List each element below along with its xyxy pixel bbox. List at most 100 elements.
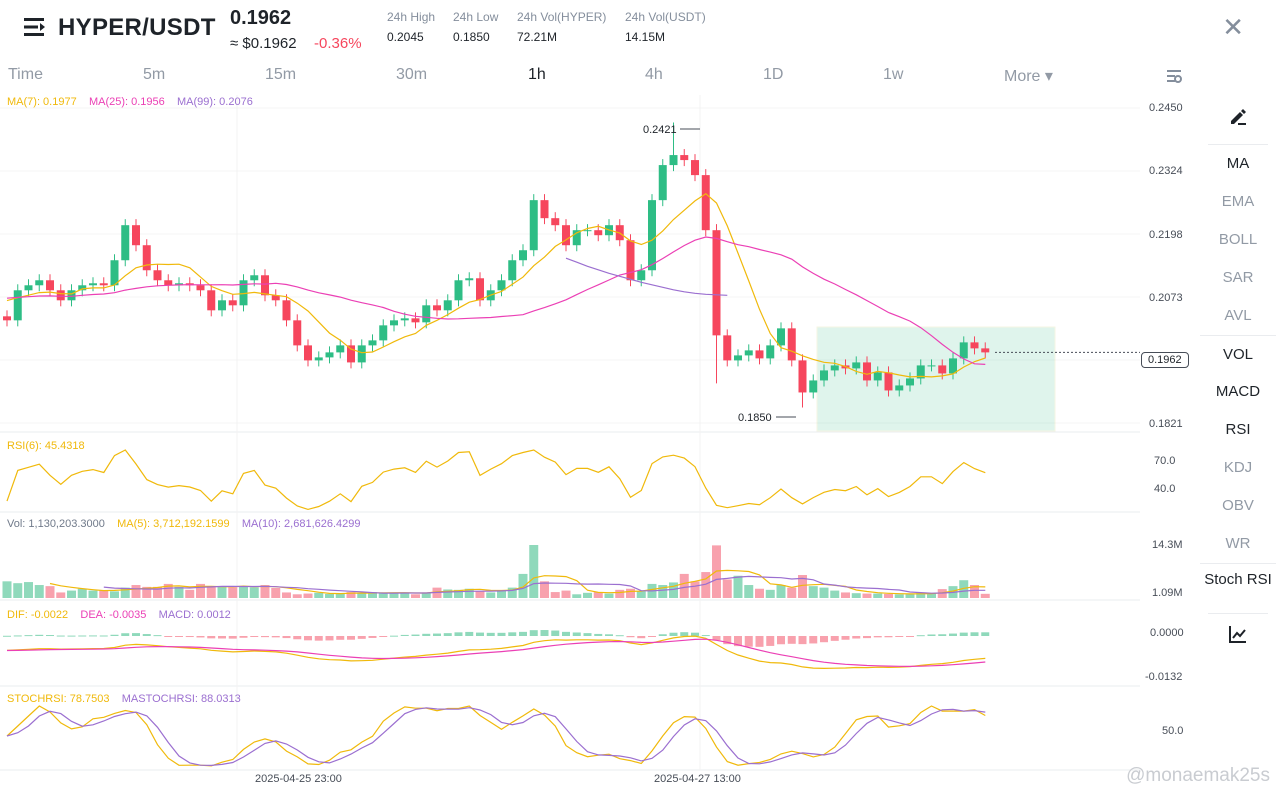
close-icon[interactable]: ✕ <box>1222 12 1244 42</box>
macd-bar <box>648 636 656 637</box>
macd-bar <box>701 635 710 637</box>
candle <box>723 335 732 361</box>
indicator-chart-icon[interactable] <box>1200 614 1276 666</box>
volume-bar <box>13 583 23 598</box>
macd-bar <box>615 635 624 637</box>
tab-4h[interactable]: 4h <box>645 66 663 83</box>
indicator-ema[interactable]: EMA <box>1221 193 1255 210</box>
volume-bar <box>550 592 560 598</box>
stat-value: 72.21M <box>517 30 558 44</box>
volume-bar <box>808 586 818 598</box>
rsi-legend: RSI(6): 45.4318 <box>7 440 85 452</box>
axis-label: 0.1821 <box>1149 418 1183 430</box>
ma25-legend: MA(25): 0.1956 <box>88 96 165 108</box>
candle <box>250 275 259 281</box>
axis-label: 0.2324 <box>1149 165 1183 177</box>
tab-30m[interactable]: 30m <box>396 66 428 83</box>
indicator-stoch-rsi[interactable]: Stoch RSI <box>1200 563 1276 613</box>
indicator-macd[interactable]: MACD <box>1215 383 1261 400</box>
indicator-avl[interactable]: AVL <box>1224 307 1252 324</box>
candle <box>508 260 517 281</box>
tab-time[interactable]: Time <box>8 66 43 83</box>
tab-5m[interactable]: 5m <box>143 66 166 83</box>
candle <box>712 230 721 336</box>
candle <box>336 345 345 353</box>
kline-chart[interactable]: 0.2421 0.1850 <box>0 88 1140 773</box>
volume-bar <box>120 587 130 598</box>
indicator-boll[interactable]: BOLL <box>1218 231 1258 248</box>
macd-legend: DIF: -0.0022 DEA: -0.0035 MACD: 0.0012 <box>7 609 231 621</box>
candle <box>261 275 269 296</box>
macd-bar <box>185 636 194 638</box>
volume-bar <box>34 585 44 598</box>
stat-label: 24h High <box>387 10 436 24</box>
indicator-vol[interactable]: VOL <box>1200 335 1276 373</box>
macd-bar <box>497 632 506 636</box>
candle <box>938 365 947 374</box>
macd-value: MACD: 0.0012 <box>158 609 231 621</box>
volume-bar <box>905 594 915 598</box>
macd-bar <box>368 636 377 638</box>
indicator-sar[interactable]: SAR <box>1222 269 1254 286</box>
dea-line <box>6 638 986 668</box>
vol-ma10: MA(10): 2,681,626.4299 <box>241 518 361 530</box>
tab-1d[interactable]: 1D <box>763 66 784 83</box>
candle <box>443 300 452 311</box>
indicator-ma[interactable]: MA <box>1226 155 1250 172</box>
macd-bar <box>809 636 818 644</box>
macd-bar <box>175 636 183 637</box>
macd-bar <box>153 635 162 637</box>
macd-bar <box>755 636 764 647</box>
macd-bar <box>540 630 549 636</box>
volume-bar <box>722 579 732 598</box>
candle <box>35 280 44 286</box>
chart-settings-icon[interactable] <box>1165 68 1183 84</box>
indicator-obv[interactable]: OBV <box>1222 497 1254 514</box>
macd-bar <box>970 632 979 636</box>
tab-more[interactable]: More ▾ <box>1004 68 1053 85</box>
volume-bar <box>142 586 152 598</box>
macd-bar <box>529 630 538 636</box>
candle <box>755 350 764 359</box>
draw-tool-icon[interactable] <box>1200 100 1276 144</box>
volume-bar <box>77 588 87 598</box>
candle <box>583 230 592 232</box>
macd-bar <box>293 636 302 640</box>
macd-bar <box>207 636 216 639</box>
menu-logo-icon[interactable] <box>24 16 48 38</box>
candle <box>78 285 87 291</box>
indicator-wr[interactable]: WR <box>1225 535 1251 552</box>
volume-bar <box>185 589 195 598</box>
volume-bar <box>357 593 367 598</box>
macd-bar <box>981 632 990 636</box>
macd-bar <box>594 633 603 636</box>
macd-bar <box>110 634 119 636</box>
candle <box>551 218 560 226</box>
indicator-rsi[interactable]: RSI <box>1225 421 1251 438</box>
candle <box>132 225 140 246</box>
candle <box>830 365 839 371</box>
tab-15m[interactable]: 15m <box>265 66 297 83</box>
stat-value: 14.15M <box>625 30 666 44</box>
tab-1h[interactable]: 1h <box>528 66 546 83</box>
indicator-kdj[interactable]: KDJ <box>1223 459 1253 476</box>
tab-1w[interactable]: 1w <box>883 66 904 83</box>
macd-bar <box>938 634 947 636</box>
candle <box>777 328 785 346</box>
candle <box>658 165 667 201</box>
candle <box>809 380 818 393</box>
candle <box>540 200 549 219</box>
candle <box>669 155 678 166</box>
volume-bar <box>217 586 227 598</box>
volume-bar <box>454 589 463 598</box>
volume-bar <box>346 592 356 598</box>
last-price: 0.1962 <box>230 7 292 29</box>
axis-label: 0.0000 <box>1150 627 1184 639</box>
axis-label: 0.2198 <box>1149 229 1183 241</box>
volume-bar <box>894 594 904 598</box>
axis-label: 1.09M <box>1152 587 1183 599</box>
candle <box>433 305 441 311</box>
volume-bar <box>271 587 281 598</box>
stat-label: 24h Low <box>453 10 499 24</box>
candle <box>863 362 871 381</box>
